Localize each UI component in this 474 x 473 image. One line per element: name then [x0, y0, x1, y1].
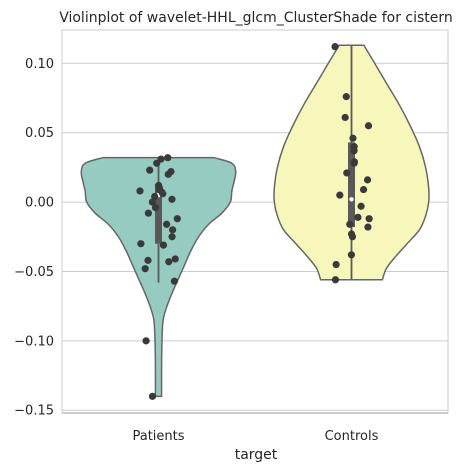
data-point	[173, 215, 181, 223]
violins	[80, 44, 430, 398]
data-point	[146, 166, 154, 174]
data-point	[148, 392, 157, 400]
data-point	[151, 204, 160, 212]
data-point	[350, 147, 358, 155]
iqr-box-patients	[155, 184, 162, 244]
data-point	[331, 43, 339, 51]
data-point	[141, 265, 149, 273]
data-point	[151, 192, 159, 201]
y-tick-label: −0.05	[14, 265, 54, 280]
data-point	[148, 198, 156, 206]
data-point	[170, 277, 178, 285]
data-point	[364, 122, 373, 130]
data-point	[331, 276, 340, 284]
data-point	[153, 159, 161, 167]
x-tick-label-controls: Controls	[325, 429, 379, 444]
data-point	[136, 187, 144, 195]
data-point	[348, 233, 357, 241]
iqr-box-controls	[348, 142, 355, 228]
data-point	[142, 337, 150, 345]
y-tick-label: 0.00	[25, 196, 54, 211]
data-point	[163, 220, 171, 228]
data-point	[343, 169, 351, 177]
data-point	[336, 191, 344, 199]
data-point	[342, 93, 350, 101]
y-tick-label: −0.10	[14, 334, 54, 349]
data-point	[346, 220, 354, 228]
y-tick-label: 0.10	[25, 57, 54, 72]
data-point	[165, 258, 173, 266]
data-points	[136, 43, 373, 400]
data-point	[364, 223, 372, 231]
y-tick-label: 0.05	[25, 126, 54, 141]
data-point	[144, 209, 152, 217]
data-point	[350, 159, 358, 167]
x-tick-label-patients: Patients	[132, 429, 184, 444]
data-point	[169, 226, 177, 234]
data-point	[159, 241, 168, 249]
data-point	[359, 185, 368, 194]
data-point	[164, 170, 172, 178]
x-axis-title: target	[235, 447, 278, 463]
data-point	[341, 113, 349, 122]
data-point	[144, 256, 152, 264]
data-point	[365, 215, 373, 223]
y-axis-ticks: 0.10 0.05 0.00 −0.05 −0.10 −0.15	[14, 57, 54, 419]
data-point	[347, 251, 356, 259]
data-point	[357, 202, 365, 210]
x-axis-ticks: Patients Controls	[132, 429, 378, 444]
data-point	[168, 233, 176, 241]
data-point	[164, 154, 172, 162]
chart-title: Violinplot of wavelet-HHL_glcm_ClusterSh…	[59, 10, 453, 26]
data-point	[354, 213, 362, 221]
median-marker-controls	[349, 197, 354, 202]
data-point	[159, 190, 167, 198]
data-point	[349, 134, 357, 142]
data-point	[137, 240, 145, 248]
data-point	[363, 176, 372, 184]
data-point	[168, 195, 176, 203]
data-point	[332, 260, 340, 269]
y-tick-label: −0.15	[14, 404, 54, 419]
data-point	[171, 255, 179, 263]
